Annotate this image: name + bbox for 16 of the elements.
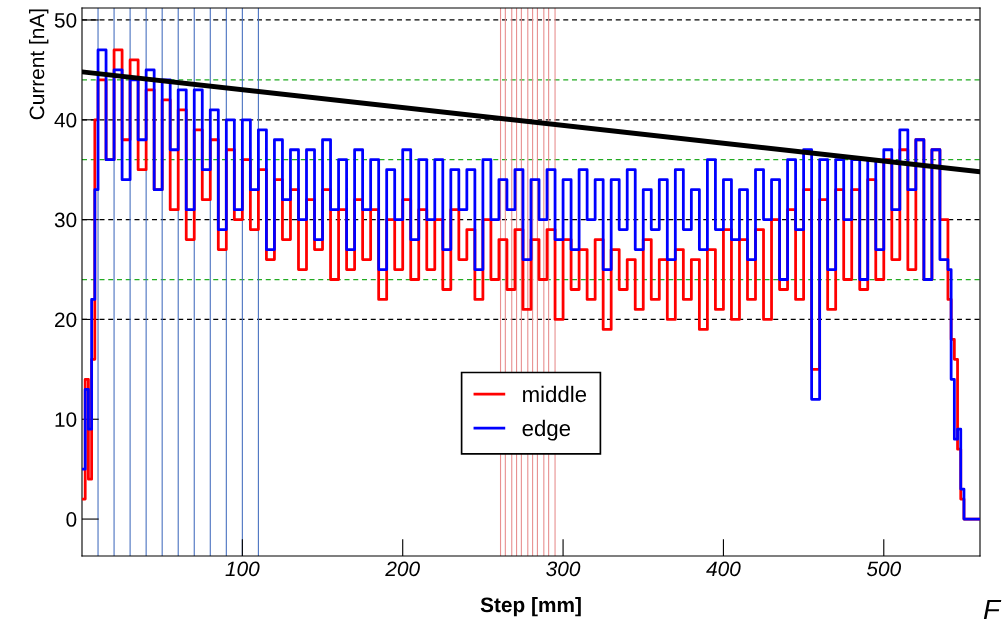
y-axis-title: Current [nA] [28, 9, 49, 120]
text: F [983, 599, 1002, 620]
x-tick-label: 300 [546, 561, 581, 577]
legend-label: middle [523, 385, 587, 403]
y-tick-label: 10 [55, 412, 77, 427]
y-tick-label: 20 [55, 312, 77, 328]
legend-label: edge [522, 419, 571, 441]
x-tick-label: 100 [225, 561, 260, 577]
x-axis-title: Step [mm] [480, 596, 581, 617]
y-tick-label: 30 [54, 212, 77, 228]
x-tick-label: 200 [385, 561, 420, 577]
y-tick-label: 40 [54, 112, 77, 128]
y-tick-label: 0 [66, 512, 77, 527]
x-tick-label: 500 [866, 561, 901, 577]
y-tick-label: 50 [54, 12, 77, 28]
x-tick-label: 400 [706, 561, 741, 577]
